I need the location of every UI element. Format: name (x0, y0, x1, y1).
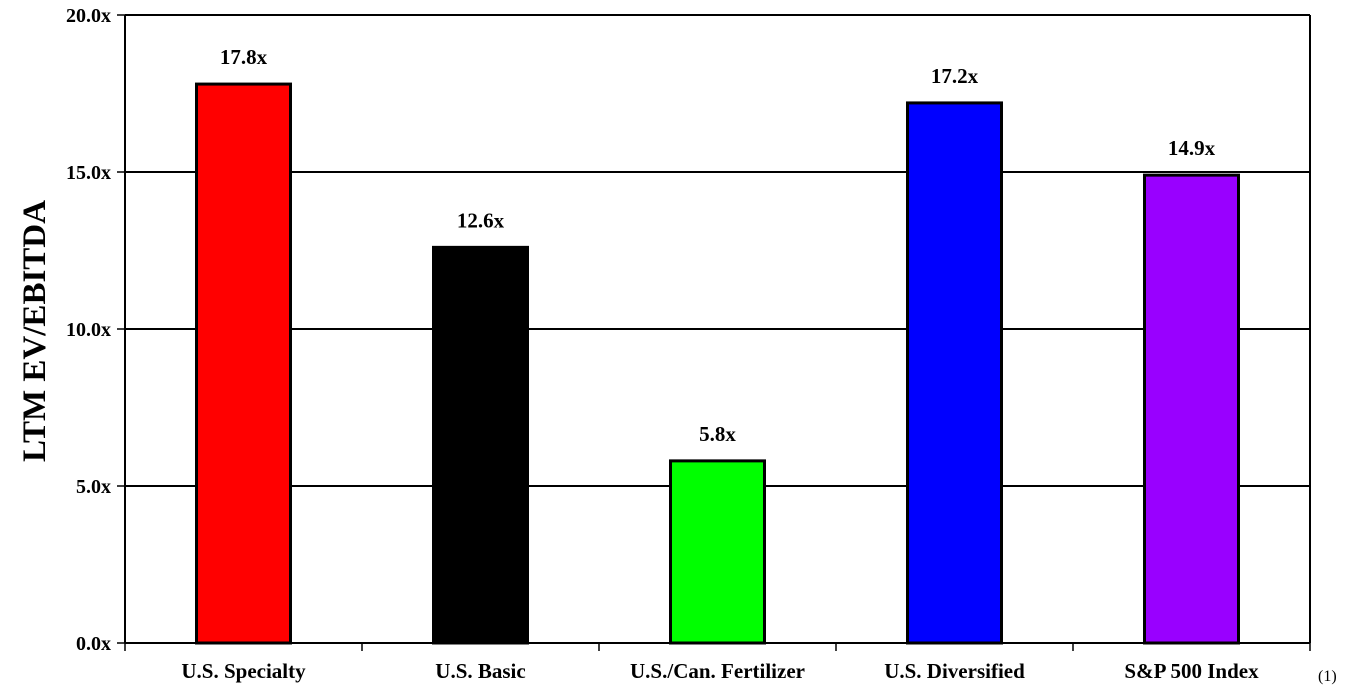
gridlines (125, 14, 1310, 487)
y-tick-labels: 0.0x 5.0x 10.0x 15.0x 20.0x (66, 5, 111, 655)
bar (669, 459, 766, 645)
data-label: 17.2x (931, 64, 979, 88)
bars (195, 82, 1240, 645)
data-label: 5.8x (699, 422, 736, 446)
bar (1143, 173, 1240, 645)
data-label: 17.8x (220, 45, 268, 69)
x-category-label: U.S./Can. Fertilizer (630, 659, 805, 683)
footnote-marker: (1) (1318, 668, 1337, 685)
y-axis-title: LTM EV/EBITDA (17, 200, 53, 462)
y-tick-label: 15.0x (66, 162, 111, 184)
y-tick-label: 10.0x (66, 319, 111, 341)
x-category-labels: U.S. Specialty U.S. Basic U.S./Can. Fertil… (181, 659, 1259, 683)
data-label: 12.6x (457, 208, 505, 232)
y-tick-label: 20.0x (66, 5, 111, 27)
data-label: 14.9x (1168, 136, 1216, 160)
y-tick-label: 5.0x (76, 476, 111, 498)
bar (195, 82, 292, 645)
bar (906, 101, 1003, 645)
x-category-label: U.S. Specialty (181, 659, 306, 683)
x-category-label: U.S. Basic (435, 659, 525, 683)
data-labels: 17.8x 12.6x 5.8x 17.2x 14.9x (220, 45, 1216, 446)
x-category-label: U.S. Diversified (884, 659, 1025, 683)
axes (117, 14, 1311, 651)
y-tick-label: 0.0x (76, 633, 111, 655)
x-category-label: S&P 500 Index (1124, 659, 1259, 683)
bar (432, 245, 529, 645)
